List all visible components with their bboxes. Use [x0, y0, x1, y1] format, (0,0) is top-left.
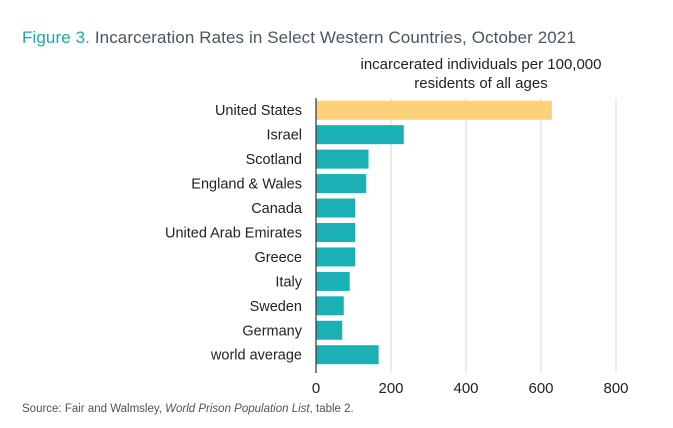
category-label-5: United Arab Emirates [165, 225, 302, 241]
x-tick-label-1: 200 [378, 380, 403, 397]
x-tick-label-0: 0 [312, 380, 320, 397]
x-tick-label-4: 800 [603, 380, 628, 397]
source-prefix: Source: Fair and Walmsley, [22, 403, 166, 415]
x-axis-unit-line-2: residents of all ages [414, 75, 548, 92]
source-note: Source: Fair and Walmsley, World Prison … [22, 403, 354, 415]
figure-title-text: Incarceration Rates in Select Western Co… [94, 28, 576, 47]
category-label-2: Scotland [246, 152, 302, 168]
category-label-10: world average [210, 348, 302, 364]
category-label-6: Greece [254, 250, 302, 266]
bar-1 [316, 125, 404, 145]
figure-title: Figure 3. Incarceration Rates in Select … [22, 28, 576, 48]
x-axis-unit-line-1: incarcerated individuals per 100,000 [360, 56, 602, 73]
x-tick-label-3: 600 [528, 380, 553, 397]
bar-7 [316, 271, 350, 291]
source-suffix: , table 2. [309, 403, 354, 415]
bar-10 [316, 345, 379, 365]
bar-5 [316, 222, 355, 242]
category-label-8: Sweden [250, 299, 302, 315]
category-label-1: Israel [267, 128, 302, 144]
bar-chart: United States Israel Scotland England & Wal… [165, 98, 629, 397]
x-axis-unit-label: incarcerated individuals per 100,000 res… [316, 55, 646, 93]
category-label-7: Italy [275, 274, 302, 290]
bar-0 [316, 100, 552, 120]
x-tick-label-2: 400 [453, 380, 478, 397]
bar-4 [316, 198, 355, 218]
bar-8 [316, 296, 344, 316]
category-label-4: Canada [251, 201, 303, 217]
category-label-3: England & Wales [191, 177, 302, 193]
category-label-9: Germany [242, 323, 302, 339]
bar-6 [316, 247, 355, 267]
category-label-0: United States [215, 103, 302, 119]
source-title: World Prison Population List [165, 403, 310, 415]
bar-2 [316, 149, 369, 169]
bar-9 [316, 320, 343, 340]
bar-3 [316, 174, 367, 194]
figure-label: Figure 3. [22, 28, 90, 47]
